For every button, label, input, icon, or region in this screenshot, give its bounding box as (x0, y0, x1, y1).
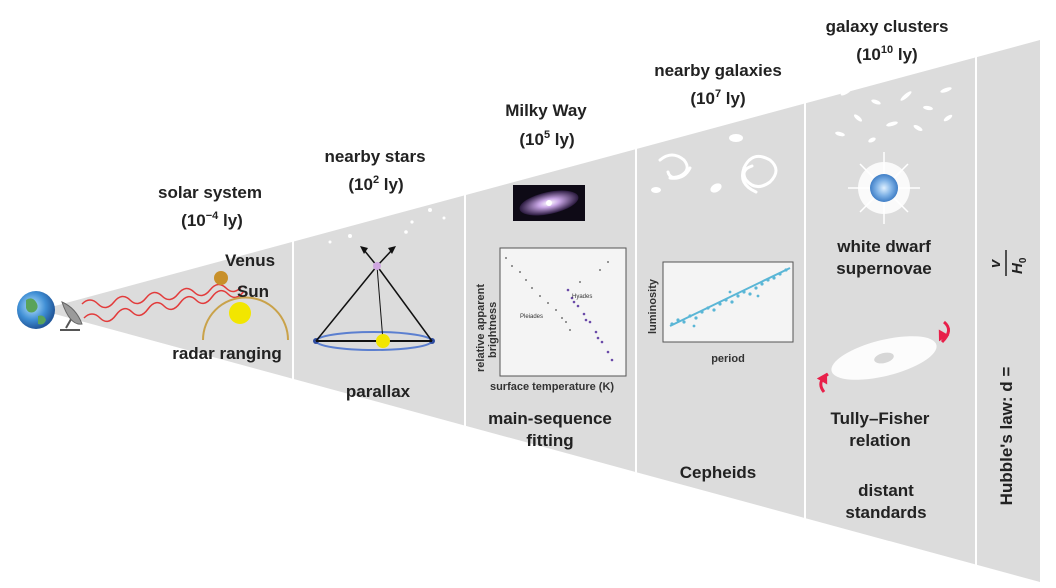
stars-scale: (102 ly) (348, 174, 403, 194)
clusters-scale: (1010 ly) (856, 44, 917, 64)
hubble-law: Hubble's law: d = v H0 (987, 250, 1029, 505)
solar-title: solar system (158, 183, 262, 202)
cepheid-plot-frame (662, 261, 794, 343)
method-tully-fisher: Tully–Fisher (831, 409, 930, 428)
hubble-law-text: Hubble's law: d = (997, 367, 1016, 506)
milkyway-scale: (105 ly) (519, 129, 574, 149)
cepheid-xlabel: period (711, 353, 745, 365)
near-star (373, 262, 381, 270)
hubble-denominator: H0 (1009, 257, 1029, 274)
sun-icon (229, 302, 251, 324)
hr-xlabel: surface temperature (K) (490, 381, 614, 393)
galaxy-cluster-icon (835, 87, 953, 143)
sun-label: Sun (237, 282, 269, 301)
stars-title: nearby stars (324, 147, 425, 166)
method-main-sequence: main-sequence (488, 409, 612, 428)
section-dividers (292, 55, 977, 575)
radar-dish-icon (60, 301, 83, 331)
method-cepheids: Cepheids (680, 463, 757, 482)
background-stars (320, 208, 446, 244)
venus-label: Venus (225, 251, 275, 270)
supernova-icon (848, 152, 920, 224)
radar-waves (81, 283, 245, 323)
section-nearby-stars: nearby stars (102 ly) parallax (313, 147, 446, 401)
method-white-dwarf: white dwarf (836, 237, 931, 256)
rotating-galaxy-icon (816, 320, 950, 393)
venus-planet (214, 271, 228, 285)
hr-plot-frame (499, 247, 627, 377)
galaxies-scale: (107 ly) (690, 88, 745, 108)
method-distant: distant (858, 481, 914, 500)
method-radar-ranging: radar ranging (172, 344, 282, 363)
clusters-title: galaxy clusters (826, 17, 949, 36)
method-parallax: parallax (346, 382, 411, 401)
cepheid-ylabel: luminosity (647, 278, 659, 334)
spiral-galaxies-icon (658, 153, 778, 194)
galaxies-title: nearby galaxies (654, 61, 782, 80)
section-milky-way: Milky Way (105 ly) Pleiades Hyades relat… (475, 101, 627, 450)
section-nearby-galaxies: nearby galaxies (107 ly) luminosity peri… (647, 61, 794, 482)
parallax-sun (376, 334, 390, 348)
milkyway-title: Milky Way (505, 101, 587, 120)
venus-orbit (202, 296, 289, 341)
hubble-numerator: v (987, 258, 1004, 268)
method-fitting: fitting (526, 431, 573, 450)
hr-label-pleiades: Pleiades (520, 314, 543, 320)
section-solar-system: solar system (10−4 ly) Venus Sun radar r… (17, 183, 289, 363)
hr-ylabel: relative apparentbrightness (475, 284, 499, 372)
hr-plot-points (505, 257, 614, 362)
section-galaxy-clusters: galaxy clusters (1010 ly) white dwarf su (816, 17, 953, 522)
hr-label-hyades: Hyades (572, 294, 592, 300)
method-standards: standards (845, 503, 926, 522)
method-relation: relation (849, 431, 910, 450)
solar-scale: (10−4 ly) (181, 210, 243, 230)
method-supernovae: supernovae (836, 259, 931, 278)
